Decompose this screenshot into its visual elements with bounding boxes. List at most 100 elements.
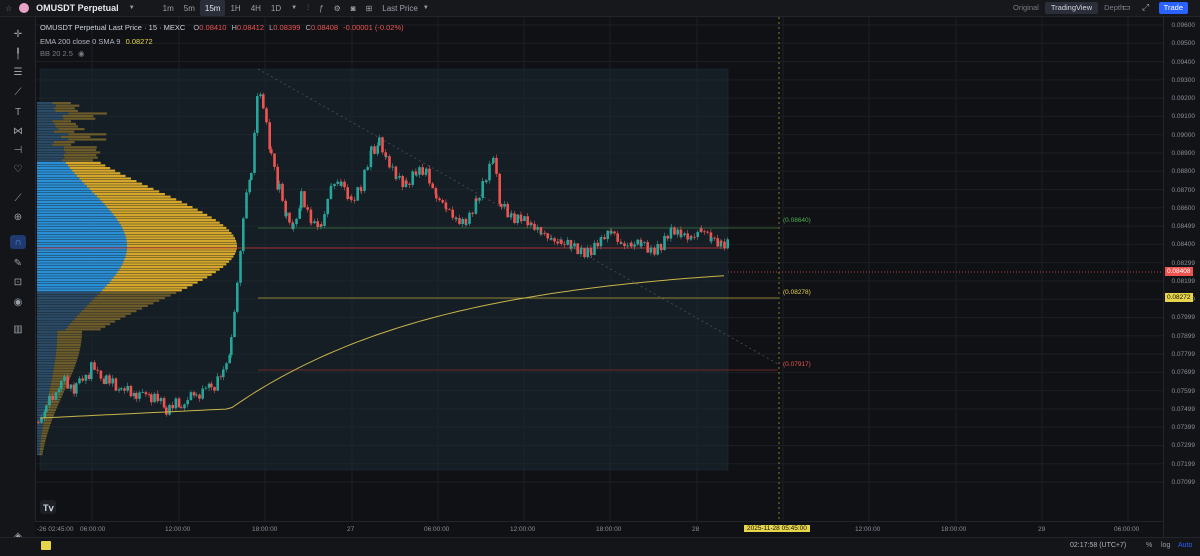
volume-bar-buy [37, 359, 55, 361]
volume-bar-buy [37, 370, 53, 372]
volume-bar-sell [50, 388, 66, 390]
volume-bar-buy [37, 305, 87, 307]
ema-price-tag: 0.08272 [1165, 293, 1193, 302]
candle-body [435, 188, 438, 194]
volume-bar-buy [37, 149, 64, 151]
timeframe-15m[interactable]: 15m [200, 0, 226, 16]
volume-bar-buy [37, 406, 46, 408]
eye-icon[interactable]: ◉ [10, 295, 26, 309]
candle-body [576, 243, 579, 254]
calendar-icon[interactable] [41, 541, 51, 550]
ruler-icon[interactable]: ⟋ [10, 191, 26, 205]
layout-icon[interactable]: ⊞ [361, 0, 378, 16]
star-icon[interactable]: ☆ [0, 0, 17, 16]
candle-body [273, 154, 276, 167]
candle-body [670, 227, 673, 228]
volume-bar-sell [82, 310, 137, 312]
candle-body [478, 198, 481, 201]
volume-bar-sell [72, 170, 115, 172]
timeframe-dropdown-icon[interactable]: ▼ [286, 0, 302, 16]
trade-button[interactable]: Trade [1159, 2, 1188, 14]
auto-toggle[interactable]: Auto [1178, 542, 1192, 549]
lock-icon[interactable]: ⊡ [10, 275, 26, 289]
volume-bar-sell [54, 107, 75, 109]
horizontal-lines-icon[interactable]: ☰ [10, 65, 26, 79]
volume-bar-sell [52, 102, 71, 104]
trash-icon[interactable]: ▥ [10, 322, 26, 336]
candle-body [262, 94, 265, 108]
candle-body [248, 180, 251, 192]
candle-body [370, 151, 373, 167]
candle-body [115, 378, 118, 390]
log-toggle[interactable]: log [1161, 542, 1170, 549]
view-tradingview[interactable]: TradingView [1045, 2, 1098, 14]
price-tick-label: 0.07399 [1172, 424, 1196, 431]
crosshair-icon[interactable]: ✛ [10, 27, 26, 41]
brush-icon[interactable]: ✎ [10, 256, 26, 270]
timeframe-5m[interactable]: 5m [179, 0, 200, 16]
volume-bar-buy [37, 203, 105, 205]
fullscreen-icon[interactable]: ⤢ [1142, 2, 1149, 13]
pattern-icon[interactable]: ⋈ [10, 124, 26, 138]
timeframe-1d[interactable]: 1D [266, 0, 286, 16]
zoom-icon[interactable]: ⊕ [10, 210, 26, 224]
heart-icon[interactable]: ♡ [10, 162, 26, 176]
indicator-icon[interactable]: ƒ [314, 0, 328, 16]
volume-bar-sell [107, 206, 193, 208]
timeframe-4h[interactable]: 4H [246, 0, 266, 16]
settings-icon[interactable]: ⚙ [329, 0, 346, 16]
candle-body [506, 204, 509, 217]
symbol-name[interactable]: OMUSDT Perpetual [31, 0, 124, 16]
window-icon[interactable]: ▭ [1122, 2, 1131, 13]
timeframe-1m[interactable]: 1m [158, 0, 179, 16]
price-source-dropdown-icon[interactable]: ▼ [423, 0, 434, 16]
cursor-icon[interactable]: ╿ [10, 47, 26, 61]
volume-bar-buy [37, 170, 72, 172]
time-tick-label: 18:00:00 [252, 526, 277, 533]
chart-type-icon[interactable]: ⫶ [302, 0, 314, 16]
volume-bar-sell [51, 380, 68, 382]
candle-body [650, 248, 653, 249]
candle-body [401, 176, 404, 187]
candle-body [580, 248, 583, 249]
visibility-eye-icon[interactable]: ◉ [78, 49, 85, 58]
time-axis[interactable]: -26 02:45:00 06:00:00 12:00:00 18:00:00 27 06… [35, 521, 1163, 538]
prediction-icon[interactable]: ⊣ [10, 143, 26, 157]
volume-bar-buy [37, 284, 107, 286]
view-original[interactable]: Original [1007, 2, 1045, 14]
chart-canvas[interactable]: (0.08640) (0.08278) (0.07917) T𝗏 [36, 17, 1163, 521]
volume-bar-sell [61, 136, 90, 138]
price-source-select[interactable]: Last Price [377, 0, 423, 16]
legend-open: 0.08410 [199, 23, 226, 32]
volume-bar-sell [112, 279, 203, 281]
volume-bar-sell [84, 307, 142, 309]
volume-bar-sell [39, 453, 42, 455]
volume-bar-buy [37, 154, 64, 156]
camera-icon[interactable]: ◙ [346, 0, 361, 16]
magnet-icon[interactable]: ∩ [10, 235, 26, 249]
volume-bar-buy [37, 326, 68, 328]
volume-bar-sell [79, 177, 131, 179]
percent-toggle[interactable]: % [1146, 542, 1152, 549]
price-axis[interactable]: 0.09600 0.09500 0.09400 0.09300 0.09200 0.091… [1163, 17, 1200, 537]
volume-bar-sell [41, 435, 46, 437]
candle-body [306, 207, 309, 209]
timeframe-1h[interactable]: 1H [225, 0, 245, 16]
candle-body [492, 158, 495, 163]
candle-body [465, 224, 468, 225]
price-tick-label: 0.07099 [1172, 479, 1196, 486]
volume-bar-buy [37, 175, 77, 177]
candle-body [350, 196, 353, 199]
symbol-dropdown-icon[interactable]: ▼ [124, 0, 140, 16]
volume-bar-buy [37, 281, 109, 283]
candle-body [533, 224, 536, 230]
volume-bar-sell [42, 430, 48, 432]
volume-bar-buy [37, 112, 68, 114]
price-tick-label: 0.07699 [1172, 369, 1196, 376]
price-tick-label: 0.08900 [1172, 150, 1196, 157]
candle-body [640, 243, 643, 246]
text-icon[interactable]: T [10, 105, 26, 119]
candle-body [326, 199, 329, 214]
trend-line-icon[interactable]: ⟋ [10, 85, 26, 99]
volume-bar-sell [107, 284, 193, 286]
